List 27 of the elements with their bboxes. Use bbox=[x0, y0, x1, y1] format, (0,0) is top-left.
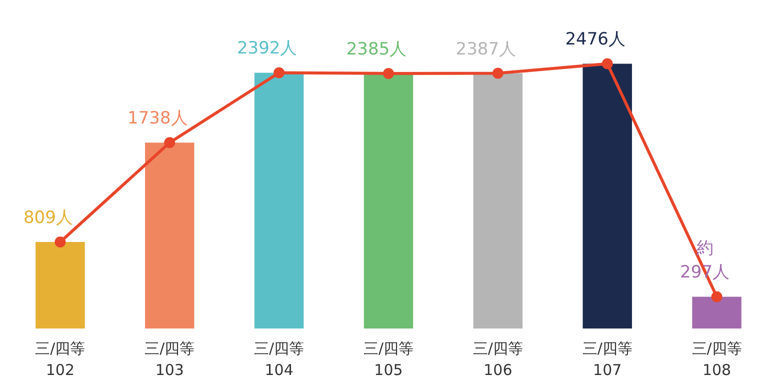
x-tick-label: 三/四等 108 bbox=[692, 340, 742, 380]
point bbox=[54, 236, 66, 248]
data-label: 2476人 bbox=[565, 30, 626, 50]
bar bbox=[254, 72, 304, 328]
bar bbox=[582, 64, 632, 328]
bar bbox=[145, 142, 194, 328]
point bbox=[164, 137, 176, 148]
x-tick-label: 三/四等 104 bbox=[254, 340, 304, 380]
x-tick-label: 三/四等 107 bbox=[582, 340, 632, 380]
x-tick-label: 三/四等 106 bbox=[472, 340, 523, 380]
point bbox=[492, 68, 504, 79]
data-label: 809人 bbox=[23, 208, 73, 228]
data-label: 2385人 bbox=[346, 39, 407, 60]
bar bbox=[36, 242, 85, 328]
point bbox=[274, 67, 285, 78]
x-tick-label: 三/四等 102 bbox=[35, 340, 86, 380]
bar bbox=[364, 73, 414, 328]
point bbox=[711, 291, 722, 302]
x-tick-label: 三/四等 105 bbox=[363, 340, 414, 380]
data-label: 1738人 bbox=[128, 108, 188, 129]
point bbox=[602, 58, 613, 70]
bar bbox=[692, 296, 742, 328]
point bbox=[383, 68, 394, 79]
data-label: 2387人 bbox=[456, 39, 516, 60]
x-tick-label: 三/四等 103 bbox=[144, 340, 195, 380]
bar bbox=[473, 73, 523, 328]
data-label: 2392人 bbox=[236, 38, 298, 59]
